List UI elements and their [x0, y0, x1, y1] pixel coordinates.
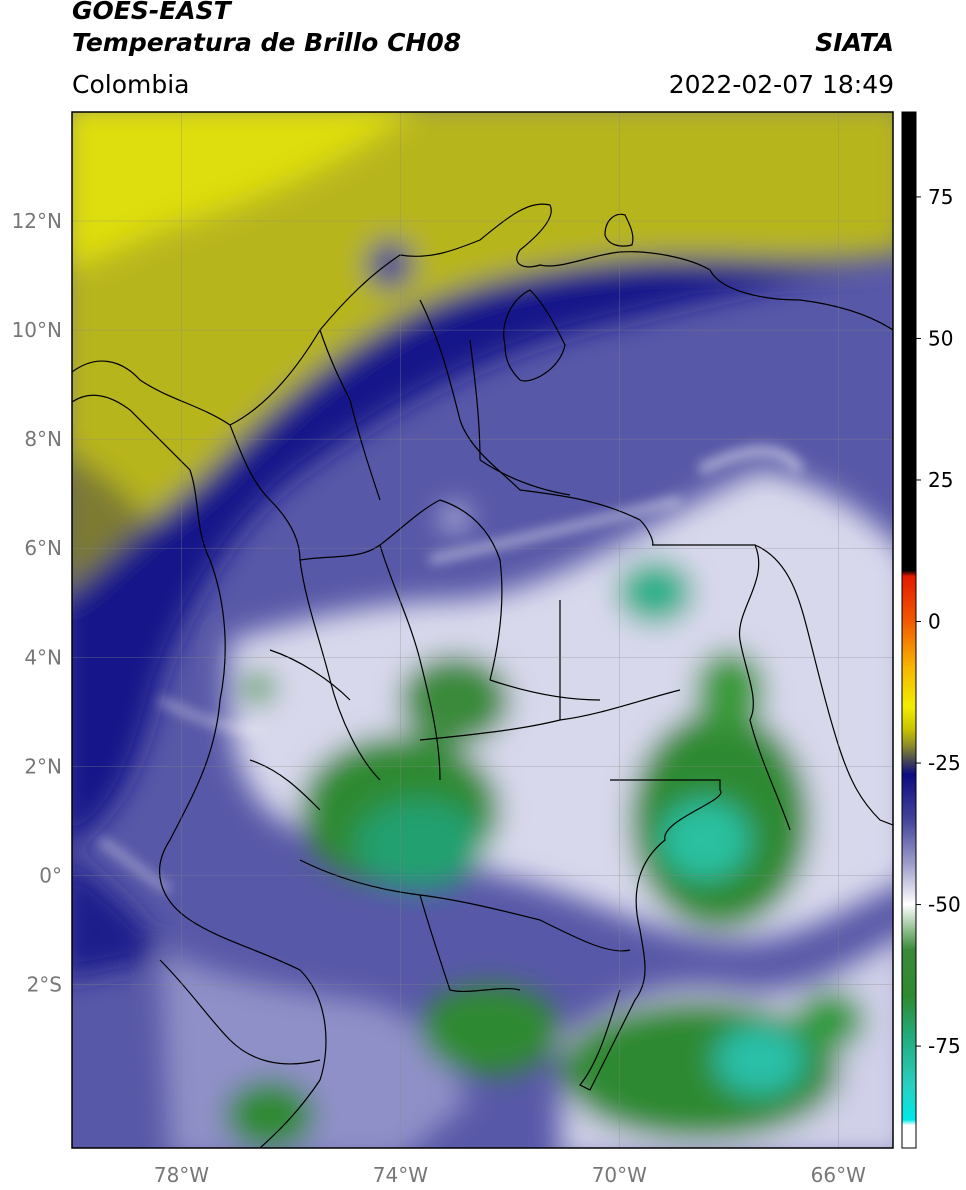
map-frame [71, 111, 894, 1149]
latitude-tick-label: 2°N [24, 754, 62, 778]
colorbar-tick-label: 50 [928, 326, 953, 350]
latitude-tick-label: 8°N [24, 427, 62, 451]
longitude-tick-label: 70°W [592, 1163, 647, 1187]
colorbar-tick-label: 0 [928, 610, 941, 634]
boundaries [72, 203, 893, 1148]
colorbar-frame [901, 111, 917, 1149]
longitude-ticks: 78°W 74°W 70°W 66°W [154, 1163, 866, 1187]
product-title: Temperatura de Brillo CH08 [72, 28, 462, 57]
brightness-temperature-imagery [72, 112, 893, 1148]
longitude-tick-label: 78°W [154, 1163, 209, 1187]
organization-label: SIATA [815, 28, 894, 57]
map-grid [72, 112, 893, 1148]
datetime-label: 2022-02-07 18:49 [668, 70, 894, 99]
colorbar-tick-label: -25 [928, 751, 961, 775]
satellite-title: GOES-EAST [72, 0, 231, 25]
colorbar: 75 50 25 0 -25 -50 -75 [901, 111, 961, 1149]
longitude-tick-label: 74°W [373, 1163, 428, 1187]
latitude-tick-label: 10°N [12, 318, 62, 342]
latitude-tick-label: 2°S [27, 972, 62, 996]
region-label: Colombia [72, 70, 190, 99]
latitude-tick-label: 0° [39, 863, 62, 887]
colorbar-tick-label: 75 [928, 185, 953, 209]
latitude-tick-label: 4°N [24, 645, 62, 669]
colorbar-tick-label: -75 [928, 1034, 961, 1058]
colorbar-tick-label: -50 [928, 893, 961, 917]
longitude-tick-label: 66°W [811, 1163, 866, 1187]
latitude-ticks: 12°N 10°N 8°N 6°N 4°N 2°N 0° 2°S [12, 209, 62, 996]
colorbar-ticks: 75 50 25 0 -25 -50 -75 [916, 185, 961, 1058]
latitude-tick-label: 12°N [12, 209, 62, 233]
colorbar-tick-label: 25 [928, 468, 953, 492]
latitude-tick-label: 6°N [24, 536, 62, 560]
colorbar-gradient [902, 112, 916, 1148]
